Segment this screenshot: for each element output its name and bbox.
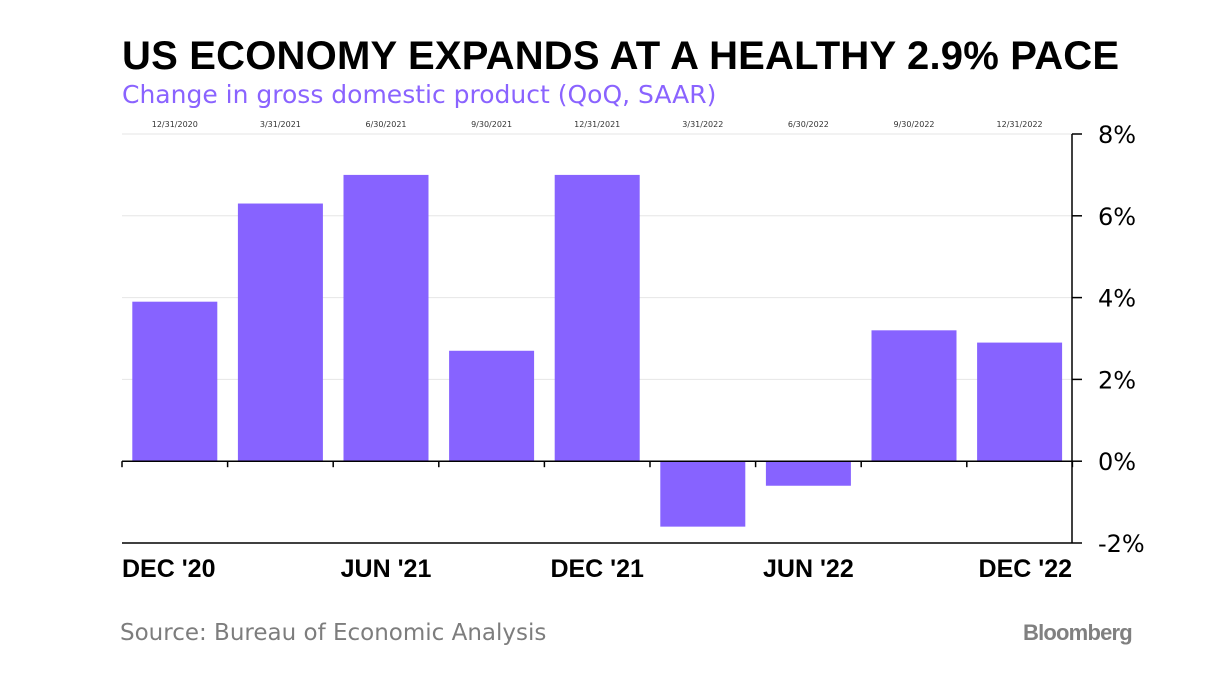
category-date-label: 9/30/2021 bbox=[471, 120, 512, 129]
bar bbox=[660, 461, 746, 527]
chart-title: US ECONOMY EXPANDS AT A HEALTHY 2.9% PAC… bbox=[122, 34, 1120, 78]
chart-subtitle: Change in gross domestic product (QoQ, S… bbox=[122, 80, 717, 109]
bar bbox=[871, 330, 957, 462]
y-tick-label: -2% bbox=[1098, 530, 1145, 558]
category-date-label: 12/31/2022 bbox=[997, 120, 1043, 129]
bar bbox=[977, 342, 1063, 462]
y-tick-label: 2% bbox=[1098, 366, 1136, 394]
category-date-label: 9/30/2022 bbox=[893, 120, 934, 129]
y-tick-label: 0% bbox=[1098, 448, 1136, 476]
category-date-label: 12/31/2021 bbox=[574, 120, 620, 129]
category-date-label: 3/31/2022 bbox=[682, 120, 723, 129]
category-date-label: 3/31/2021 bbox=[260, 120, 301, 129]
bar bbox=[765, 461, 851, 486]
category-date-label: 6/30/2021 bbox=[365, 120, 406, 129]
y-tick-label: 4% bbox=[1098, 285, 1136, 313]
bar bbox=[132, 301, 218, 462]
bar bbox=[449, 350, 535, 462]
category-date-label: 6/30/2022 bbox=[788, 120, 829, 129]
bar bbox=[237, 203, 323, 462]
x-tick-label: JUN '22 bbox=[763, 555, 854, 583]
bar bbox=[343, 174, 429, 462]
y-tick-label: 6% bbox=[1098, 203, 1136, 231]
bloomberg-logo: Bloomberg bbox=[1023, 620, 1133, 645]
y-tick-label: 8% bbox=[1098, 121, 1136, 149]
x-tick-label: DEC '20 bbox=[122, 555, 215, 583]
source-note: Source: Bureau of Economic Analysis bbox=[120, 620, 547, 646]
x-tick-label: DEC '21 bbox=[550, 555, 644, 583]
bar bbox=[554, 174, 640, 462]
category-date-label: 12/31/2020 bbox=[152, 120, 198, 129]
x-tick-label: JUN '21 bbox=[341, 555, 432, 583]
x-tick-label: DEC '22 bbox=[979, 555, 1072, 583]
